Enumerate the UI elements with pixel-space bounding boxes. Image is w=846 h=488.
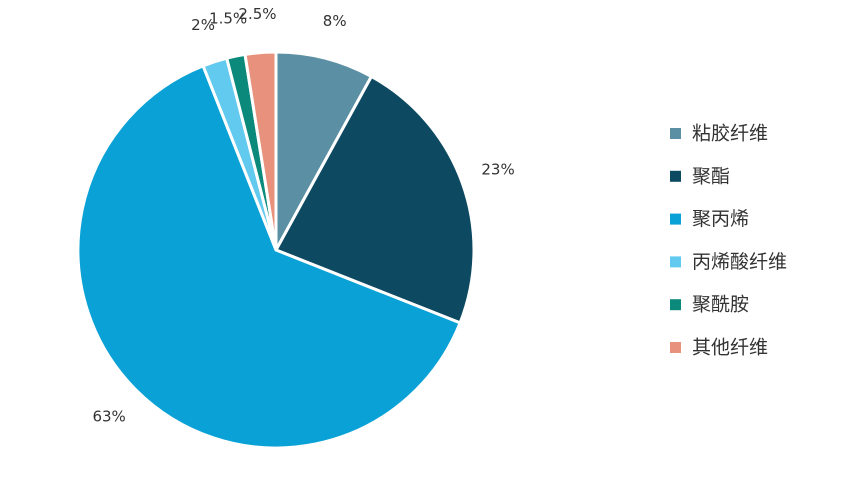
value-label: 63% [92, 407, 125, 425]
value-label: 2.5% [238, 5, 276, 23]
pie-slice [76, 63, 463, 450]
legend-swatch [670, 128, 681, 139]
value-label: 8% [323, 12, 347, 30]
legend-swatch [670, 256, 681, 268]
pie-slice [274, 50, 374, 251]
legend-swatch [670, 299, 681, 311]
pie-slice [243, 50, 278, 251]
value-label: 2% [191, 16, 215, 34]
value-label: 1.5% [209, 9, 247, 27]
legend-label: 粘胶纤维 [692, 123, 768, 145]
legend-label: 其他纤维 [692, 337, 768, 359]
pie-slice [273, 74, 476, 325]
legend-swatch [670, 170, 681, 182]
legend-label: 丙烯酸纤维 [692, 251, 787, 273]
value-label: 23% [481, 161, 514, 179]
legend-swatch [670, 342, 681, 353]
legend-label: 聚酯 [692, 165, 730, 187]
legend-swatch [670, 213, 681, 225]
legend-label: 聚酰胺 [692, 294, 749, 316]
legend-label: 聚丙烯 [692, 208, 749, 230]
